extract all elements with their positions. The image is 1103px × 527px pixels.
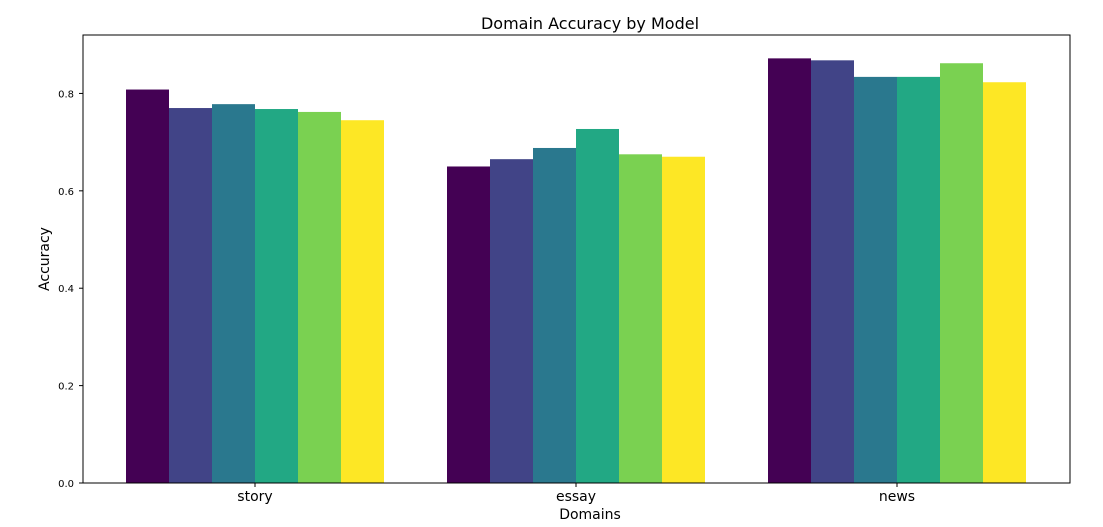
bar-essay-6 <box>662 156 705 484</box>
bar-news-3 <box>854 76 897 483</box>
bar-essay-2 <box>490 159 533 484</box>
bar-news-1 <box>768 58 811 484</box>
bar-story-5 <box>298 111 341 483</box>
y-tick-label: 0.4 <box>58 284 74 295</box>
bar-essay-5 <box>619 154 662 484</box>
y-tick-label: 0.2 <box>58 382 74 393</box>
bar-news-6 <box>983 82 1026 483</box>
bar-story-3 <box>212 104 255 484</box>
bar-story-2 <box>169 108 212 483</box>
bar-essay-3 <box>533 147 576 483</box>
bar-news-2 <box>811 60 854 483</box>
y-tick-label: 0.6 <box>58 187 74 198</box>
y-axis-label: Accuracy <box>37 227 53 291</box>
bar-news-4 <box>897 76 940 483</box>
bars-layer <box>126 58 1026 484</box>
bar-essay-4 <box>576 128 619 484</box>
y-tick-label: 0.8 <box>58 89 74 100</box>
chart-title: Domain Accuracy by Model <box>481 14 699 33</box>
bar-story-6 <box>341 120 384 483</box>
x-axis-ticks: story essay news <box>237 483 915 505</box>
bar-news-5 <box>940 63 983 484</box>
bar-essay-1 <box>447 166 490 484</box>
y-tick-label: 0.0 <box>58 479 74 490</box>
x-tick-label-essay: essay <box>556 489 596 505</box>
x-axis-label: Domains <box>559 507 621 523</box>
bar-story-1 <box>126 89 169 483</box>
y-axis-ticks: 0.0 0.2 0.4 0.6 0.8 <box>58 89 83 490</box>
x-tick-label-story: story <box>237 489 272 505</box>
bar-story-4 <box>255 109 298 484</box>
x-tick-label-news: news <box>879 489 915 505</box>
